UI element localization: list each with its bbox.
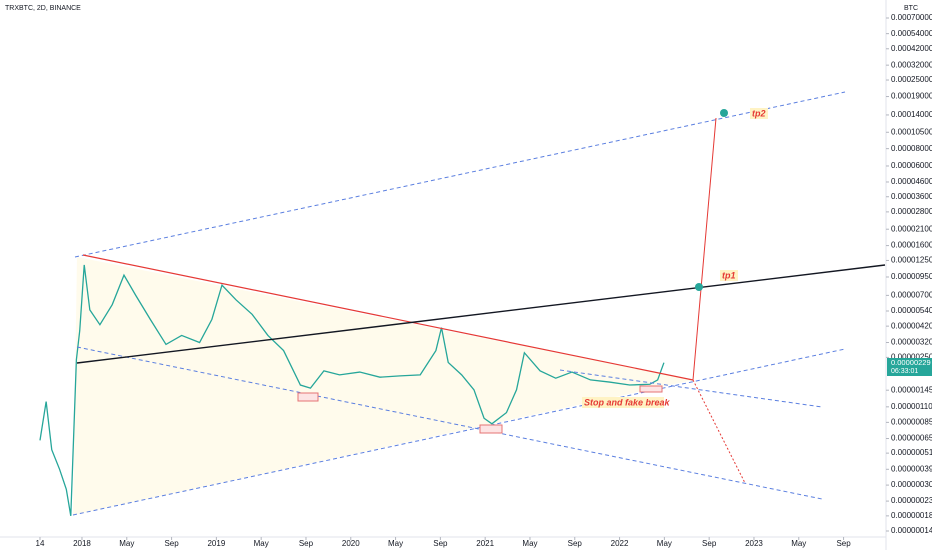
x-tick-label: May (791, 539, 806, 548)
x-tick-label: Sep (433, 539, 448, 548)
y-tick-label: 0.00001600 (891, 241, 932, 250)
y-tick-label: 0.00000085 (891, 417, 932, 426)
y-tick-label: 0.00000950 (891, 272, 932, 281)
label-bg (582, 397, 664, 408)
price-tag-label: 0.00000229 (891, 358, 931, 367)
y-tick-label: 0.00000051 (891, 448, 932, 457)
price-line (39, 264, 665, 516)
x-tick-label: May (657, 539, 672, 548)
chart-title: TRXBTC, 2D, BINANCE (5, 5, 81, 12)
resistance-line (82, 254, 694, 381)
y-tick-label: 0.00025000 (891, 75, 932, 84)
annotation: Stop and fake break (584, 397, 671, 407)
x-tick-label: May (254, 539, 269, 548)
y-unit: BTC (904, 5, 918, 12)
y-tick-label: 0.00000250 (891, 353, 932, 362)
drawings (72, 91, 886, 516)
y-tick-label: 0.00000023 (891, 496, 932, 505)
y-tick-label: 0.00008000 (891, 144, 932, 153)
y-tick-label: 0.00070000 (891, 13, 932, 22)
y-tick-label: 0.00004600 (891, 177, 932, 186)
x-tick-label: Sep (702, 539, 717, 548)
y-tick-label: 0.00019000 (891, 92, 932, 101)
y-tick-label: 0.00014000 (891, 110, 932, 119)
black-trendline (76, 264, 886, 364)
box (297, 392, 319, 402)
up-arrow (692, 117, 717, 381)
y-tick-label: 0.00001250 (891, 256, 932, 265)
target-icon (720, 109, 728, 117)
y-tick-label: 0.00002800 (891, 207, 932, 216)
x-tick-label: Sep (836, 539, 851, 548)
countdown: 06:33:01 (891, 368, 918, 375)
y-tick-label: 0.00000018 (891, 511, 932, 520)
y-tick-label: 0.00000700 (891, 290, 932, 299)
y-tick-label: 0.00000014 (891, 526, 932, 535)
x-tick-label: 2021 (476, 539, 494, 548)
box (639, 385, 663, 393)
y-tick-label: 0.00006000 (891, 161, 932, 170)
triangle-fill (73, 257, 693, 515)
x-tick-label: 2022 (611, 539, 629, 548)
y-tick-label: 0.00000030 (891, 480, 932, 489)
y-tick-label: 0.00054000 (891, 29, 932, 38)
price-tag (887, 358, 932, 376)
upper-channel (74, 91, 846, 258)
x-tick-label: Sep (299, 539, 314, 548)
lower-channel (72, 348, 846, 516)
target-icon (695, 283, 703, 291)
descending-support (76, 346, 823, 500)
annotation: tp2 (752, 108, 766, 118)
x-tick-label: 2020 (342, 539, 360, 548)
x-tick-label: 2019 (207, 539, 225, 548)
y-tick-label: 0.00042000 (891, 44, 932, 53)
label-bg (720, 270, 738, 281)
x-tick-label: 2018 (73, 539, 91, 548)
x-tick-label: May (119, 539, 134, 548)
y-tick-label: 0.00000065 (891, 434, 932, 443)
box (479, 424, 503, 434)
down-arrow (692, 379, 746, 484)
label-bg (750, 108, 768, 119)
y-tick-label: 0.00002100 (891, 224, 932, 233)
x-tick-label: Sep (568, 539, 583, 548)
y-tick-label: 0.00000039 (891, 464, 932, 473)
y-tick-label: 0.00000320 (891, 338, 932, 347)
y-tick-label: 0.00003600 (891, 192, 932, 201)
y-tick-label: 0.00000420 (891, 321, 932, 330)
y-tick-label: 0.00000145 (891, 385, 932, 394)
y-tick-label: 0.00032000 (891, 60, 932, 69)
y-tick-label: 0.00010500 (891, 127, 932, 136)
x-tick-label: 2023 (745, 539, 763, 548)
x-tick-label: May (388, 539, 403, 548)
y-tick-label: 0.00000110 (891, 402, 932, 411)
x-tick-label: 14 (36, 539, 45, 548)
x-tick-label: May (522, 539, 537, 548)
y-tick-label: 0.00000540 (891, 306, 932, 315)
descending-mid (559, 369, 823, 408)
annotation: tp1 (722, 270, 736, 280)
x-tick-label: Sep (164, 539, 179, 548)
